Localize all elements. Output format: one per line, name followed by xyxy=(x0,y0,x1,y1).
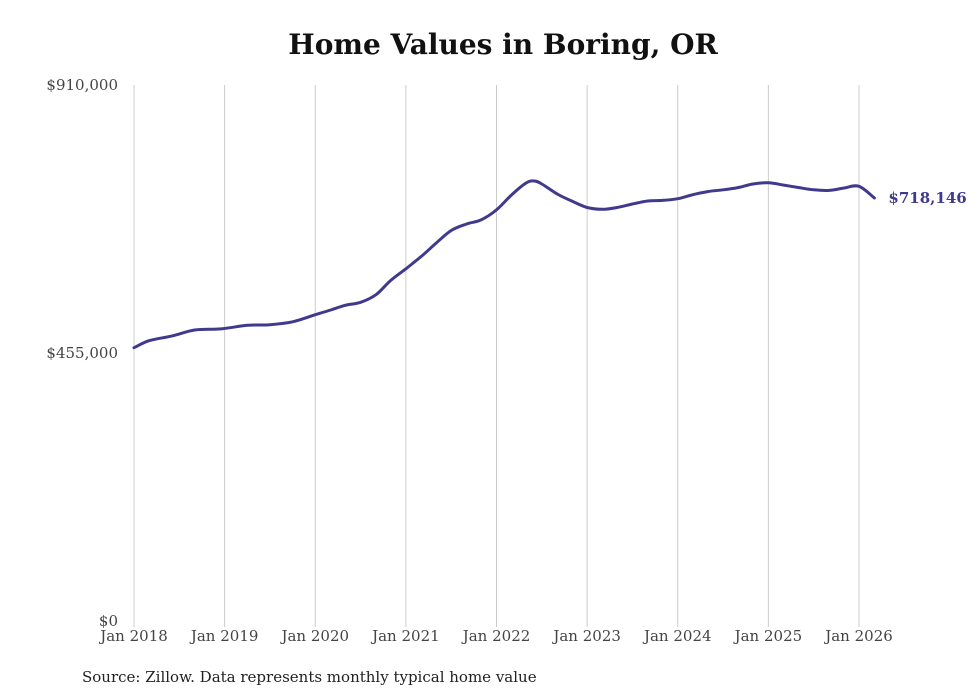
x-tick-label-0: Jan 2018 xyxy=(98,627,168,645)
x-axis-ticks: Jan 2018 Jan 2019 Jan 2020 Jan 2021 Jan 2022… xyxy=(98,627,893,645)
chart-title: Home Values in Boring, OR xyxy=(288,28,718,61)
x-tick-label-8: Jan 2026 xyxy=(823,627,893,645)
source-note: Source: Zillow. Data represents monthly … xyxy=(82,668,537,686)
series-line-home-value xyxy=(132,179,876,350)
y-tick-label-1: $455,000 xyxy=(46,344,118,362)
gridlines xyxy=(133,85,860,627)
y-tick-label-0: $0 xyxy=(99,612,118,630)
x-tick-label-6: Jan 2024 xyxy=(642,627,712,645)
x-tick-label-5: Jan 2023 xyxy=(551,627,621,645)
x-tick-label-2: Jan 2020 xyxy=(279,627,349,645)
end-value-label: $718,146 xyxy=(888,189,966,207)
y-tick-label-2: $910,000 xyxy=(46,76,118,94)
x-tick-label-3: Jan 2021 xyxy=(370,627,440,645)
x-tick-label-1: Jan 2019 xyxy=(189,627,259,645)
x-tick-label-7: Jan 2025 xyxy=(733,627,803,645)
y-axis-ticks: $0 $455,000 $910,000 xyxy=(46,76,118,630)
x-tick-label-4: Jan 2022 xyxy=(461,627,531,645)
